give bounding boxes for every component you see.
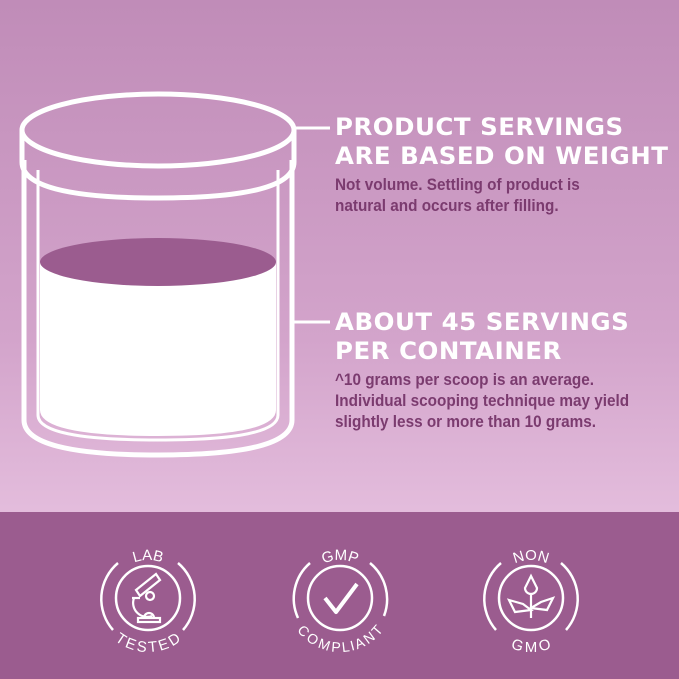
badge-non-gmo: NON GMO	[483, 547, 579, 656]
callout-text: slightly less or more than 10 grams.	[335, 412, 597, 431]
svg-text:LAB: LAB	[131, 547, 165, 566]
product-fill	[40, 262, 276, 436]
checkmark-icon	[323, 582, 359, 614]
callout-heading: ARE BASED ON WEIGHT	[335, 142, 669, 170]
sprout-icon	[506, 573, 556, 618]
badge-top-text: NON	[511, 547, 551, 567]
badge-bottom-text: GMO	[509, 636, 552, 656]
callout-heading: PER CONTAINER	[335, 337, 562, 365]
badge-top-text: GMP	[320, 547, 361, 567]
product-fill-top	[40, 238, 276, 286]
callout-text: Individual scooping technique may yield	[335, 391, 630, 410]
callout-text: Not volume. Settling of product is	[335, 175, 580, 194]
badge-bottom-text: TESTED	[112, 630, 183, 656]
svg-text:TESTED: TESTED	[112, 630, 183, 656]
svg-text:NON: NON	[511, 547, 551, 567]
badge-lab-tested: LAB TESTED	[100, 547, 196, 656]
callout-text: natural and occurs after filling.	[335, 196, 559, 215]
badge-gmp-compliant: GMP COMPLIANT	[292, 547, 389, 655]
jar-illustration	[19, 91, 297, 458]
jar-inner-line	[36, 170, 280, 442]
svg-text:COMPLIANT: COMPLIANT	[294, 621, 386, 655]
svg-text:GMO: GMO	[509, 636, 552, 656]
microscope-icon	[132, 572, 162, 624]
callout-heading: PRODUCT SERVINGS	[335, 113, 624, 141]
callout-heading: ABOUT 45 SERVINGS	[335, 308, 630, 336]
callout-servings: ABOUT 45 SERVINGS PER CONTAINER ^10 gram…	[335, 308, 662, 432]
jar-lid	[19, 91, 297, 201]
svg-text:GMP: GMP	[320, 547, 361, 567]
jar-body	[21, 160, 295, 458]
badges: LAB TESTED GMP COMPLIANT NON GMO	[100, 547, 579, 656]
callout-weight: PRODUCT SERVINGS ARE BASED ON WEIGHT Not…	[335, 113, 668, 216]
badge-bottom-text: COMPLIANT	[294, 621, 386, 655]
callout-text: ^10 grams per scoop is an average.	[335, 370, 594, 389]
badge-top-text: LAB	[131, 547, 165, 566]
badge-band	[0, 512, 679, 679]
